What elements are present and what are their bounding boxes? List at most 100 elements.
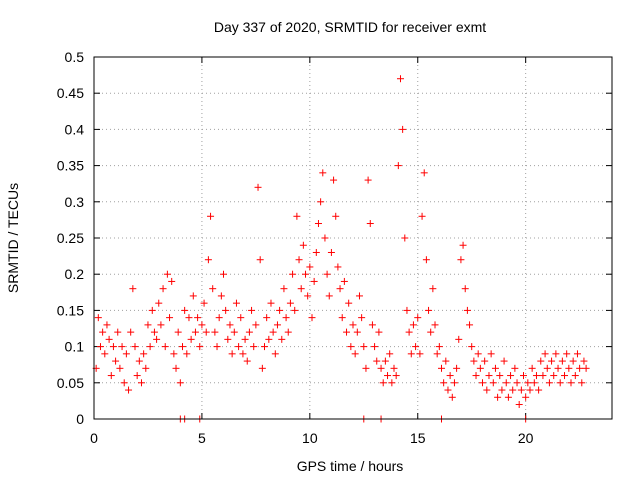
data-point [232,299,240,307]
data-point [194,314,202,322]
data-point [265,335,273,343]
data-point [135,357,143,365]
data-point [321,234,329,242]
data-point [498,386,506,394]
data-point [150,328,158,336]
data-points [92,75,590,423]
data-point [416,350,424,358]
data-point [440,379,448,387]
chart-title: Day 337 of 2020, SRMTID for receiver exm… [214,19,486,35]
data-point [461,285,469,293]
data-point [524,379,532,387]
data-point [526,386,534,394]
data-point [554,364,562,372]
data-point [347,343,355,351]
data-point [582,364,590,372]
y-axis-label: SRMTID / TECUs [5,183,21,293]
data-point [319,169,327,177]
y-tick-label: 0.45 [57,85,84,101]
data-point [122,350,130,358]
data-point [412,343,420,351]
data-point [269,328,277,336]
data-point [222,306,230,314]
data-point [105,335,113,343]
data-point [176,379,184,387]
data-point [496,372,504,380]
data-point [401,234,409,242]
data-point [375,328,383,336]
data-point [515,401,523,409]
data-point [94,314,102,322]
data-point [114,328,122,336]
data-point [178,343,186,351]
data-point [103,321,111,329]
data-point [325,292,333,300]
data-point [479,379,486,387]
data-point [241,335,249,343]
data-point [373,357,381,365]
data-point [286,299,294,307]
data-point [433,350,441,358]
data-point [187,335,195,343]
data-point [215,314,223,322]
data-point [297,285,305,293]
data-point [198,321,206,329]
data-point [362,364,370,372]
data-point [522,393,530,401]
data-point [537,357,545,365]
data-point [343,328,351,336]
data-point [379,379,387,387]
x-axis-label: GPS time / hours [297,458,404,474]
data-point [224,335,232,343]
data-point [157,321,165,329]
data-point [565,364,573,372]
y-tick-label: 0.3 [65,194,85,210]
data-point [425,306,433,314]
data-point [256,256,264,264]
data-point [304,292,312,300]
data-point [291,306,299,314]
data-point [168,277,176,285]
data-point [580,357,588,365]
y-tick-label: 0.2 [65,266,85,282]
x-tick-label: 5 [198,430,206,446]
data-point [263,314,271,322]
data-point [293,212,301,220]
data-point [483,386,491,394]
data-point [330,176,338,184]
data-point [392,372,400,380]
plot-frame [93,56,613,420]
data-point [204,256,212,264]
data-point [453,364,461,372]
data-point [427,328,435,336]
data-point [360,343,368,351]
data-point [494,393,502,401]
data-point [250,343,258,351]
data-point [466,321,474,329]
data-point [576,364,584,372]
data-point [327,248,335,256]
data-point [129,285,137,293]
data-point [323,270,331,278]
data-point [517,386,525,394]
data-point [340,277,348,285]
data-point [185,314,193,322]
data-point [271,350,279,358]
data-point [487,350,495,358]
data-point [99,328,107,336]
data-point [459,241,467,249]
data-point [414,314,422,322]
data-point [386,350,394,358]
data-point [353,328,361,336]
data-point [567,379,575,387]
data-point [422,256,430,264]
data-point [127,328,135,336]
data-point [429,285,437,293]
data-point [511,364,519,372]
data-point [125,386,133,394]
y-tick-labels: 0 0.05 0.1 0.15 0.2 0.25 0.3 0.35 0.4 0.45 0.5 [57,49,84,427]
data-point [314,220,322,228]
data-point [569,357,577,365]
data-point [338,314,346,322]
